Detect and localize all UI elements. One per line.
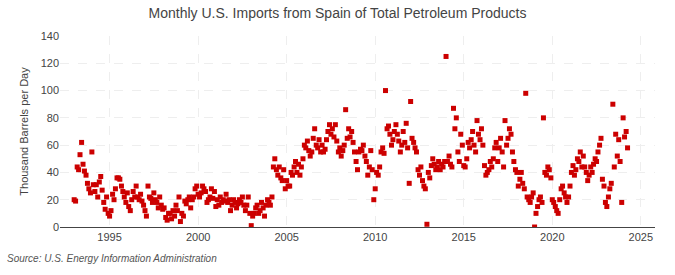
svg-text:Source: U.S. Energy Informatio: Source: U.S. Energy Information Administ…: [7, 253, 217, 264]
svg-text:Monthly U.S. Imports from Spai: Monthly U.S. Imports from Spain of Total…: [149, 5, 527, 21]
svg-text:80: 80: [47, 112, 59, 124]
svg-text:120: 120: [41, 57, 59, 69]
svg-text:2000: 2000: [186, 231, 210, 243]
svg-text:2005: 2005: [274, 231, 298, 243]
svg-text:Thousand Barrels per Day: Thousand Barrels per Day: [18, 67, 30, 196]
svg-text:2010: 2010: [363, 231, 387, 243]
svg-text:2020: 2020: [540, 231, 564, 243]
svg-text:20: 20: [47, 194, 59, 206]
svg-text:0: 0: [53, 221, 59, 233]
svg-text:2015: 2015: [452, 231, 476, 243]
svg-text:60: 60: [47, 139, 59, 151]
svg-text:2025: 2025: [629, 231, 653, 243]
svg-text:100: 100: [41, 84, 59, 96]
svg-text:1995: 1995: [97, 231, 121, 243]
svg-text:40: 40: [47, 166, 59, 178]
svg-text:140: 140: [41, 30, 59, 42]
